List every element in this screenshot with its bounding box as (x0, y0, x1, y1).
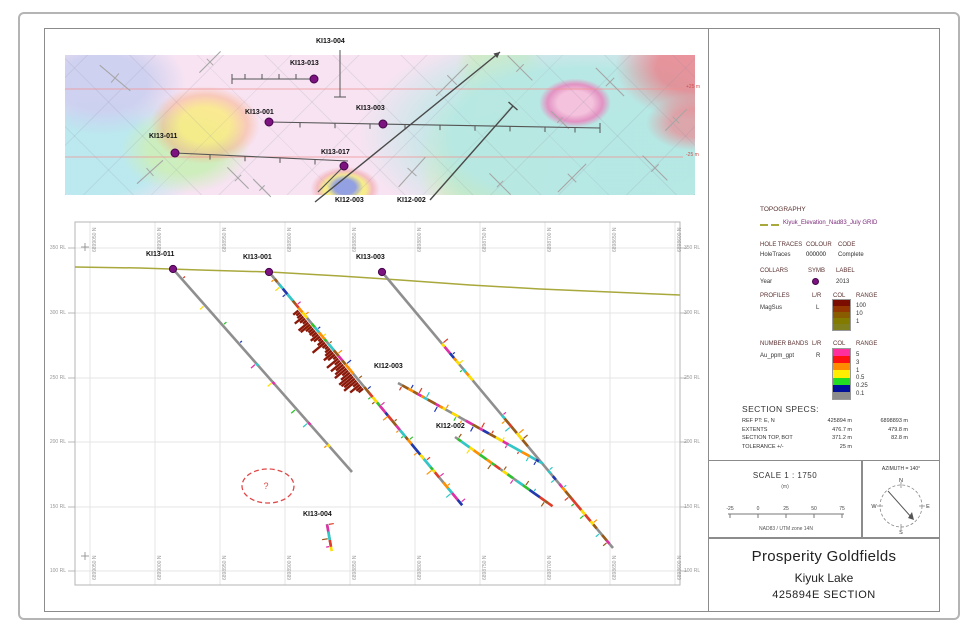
scale-unit: (m) (781, 484, 789, 490)
drawing-frame (44, 28, 940, 612)
plan-view-magnetics-map (65, 55, 695, 195)
title-block: Prosperity Goldfields Kiyuk Lake 425894E… (708, 538, 940, 612)
azimuth-box: AZIMUTH = 140° (862, 460, 940, 538)
right-panel-divider (708, 28, 709, 612)
azimuth-title: AZIMUTH = 140° (881, 466, 921, 472)
scale-box: SCALE 1 : 1750 (m) (708, 460, 862, 538)
scale-title: SCALE 1 : 1750 (752, 471, 818, 480)
project-name: Kiyuk Lake (794, 571, 854, 585)
sheet-name: 425894E SECTION (772, 589, 876, 601)
outer-border (18, 12, 960, 620)
company-name: Prosperity Goldfields (751, 548, 897, 565)
